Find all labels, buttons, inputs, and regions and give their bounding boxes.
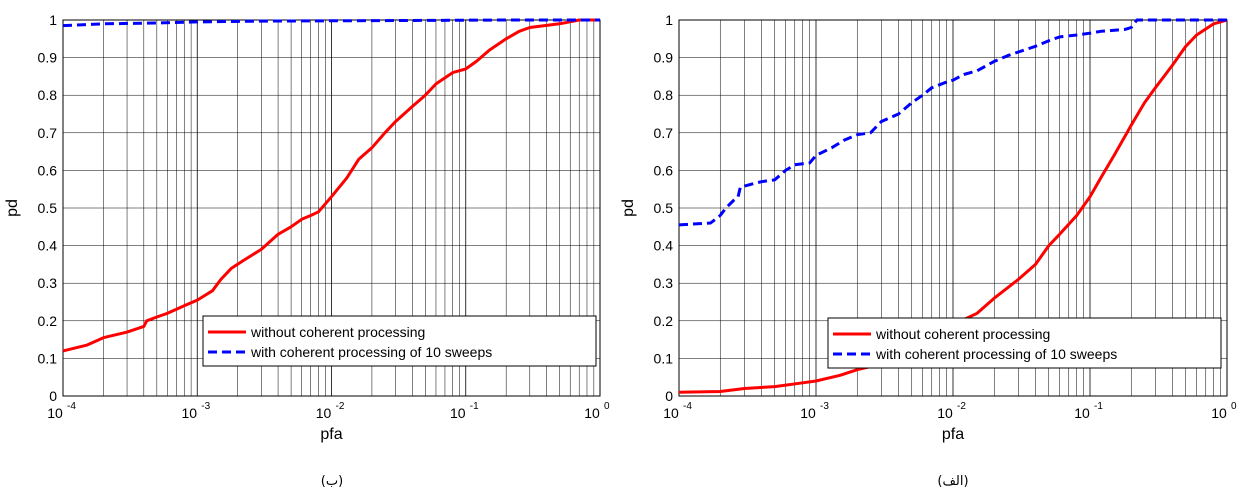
legend: without coherent processing with coherent… [202,315,597,367]
legend-box [827,317,1222,369]
y-tick-label: 1 [49,12,57,28]
legend-label-1: with coherent processing of 10 sweeps [875,346,1117,362]
y-tick-label: 0.7 [38,125,58,141]
y-tick-label: 0.7 [654,125,674,141]
x-tick-exponent: -4 [683,401,692,412]
series-line-1 [678,18,1227,227]
x-tick-label: 10 [663,405,679,421]
x-tick-exponent: -1 [1094,401,1103,412]
x-axis-label: pfa [942,426,964,443]
y-tick-label: 0 [49,388,57,404]
y-axis-label: pd [4,199,21,217]
y-tick-label: 0.5 [654,200,674,216]
y-tick-label: 0.5 [38,200,58,216]
y-tick-label: 0.2 [654,313,674,329]
legend-label-0: without coherent processing [875,326,1050,342]
y-tick-label: 0.1 [654,350,674,366]
legend-label-1: with coherent processing of 10 sweeps [250,344,492,360]
x-tick-label: 10 [937,405,953,421]
x-tick-exponent: 0 [1231,401,1237,412]
panel-caption: (الف) [937,474,968,489]
y-tick-label: 0.9 [38,50,58,66]
x-tick-label: 10 [47,405,63,421]
series-line-1 [62,18,600,28]
x-tick-exponent: -3 [201,401,210,412]
x-tick-exponent: -4 [67,401,76,412]
legend: without coherent processing with coherent… [827,317,1222,369]
y-tick-label: 0.2 [38,313,58,329]
x-axis-label: pfa [320,426,342,443]
x-tick-label: 10 [1074,405,1090,421]
x-tick-exponent: -2 [957,401,966,412]
x-tick-exponent: 0 [604,401,610,412]
x-tick-label: 10 [800,405,816,421]
y-tick-label: 0.6 [38,162,58,178]
legend-label-0: without coherent processing [250,324,425,340]
x-tick-exponent: -2 [336,401,345,412]
plot-frame [678,19,1228,397]
x-tick-exponent: -3 [820,401,829,412]
y-tick-label: 0.4 [38,238,58,254]
y-tick-label: 0.4 [654,238,674,254]
y-tick-label: 1 [665,12,673,28]
legend-box [202,315,597,367]
y-tick-label: 0.8 [654,87,674,103]
x-tick-label: 10 [181,405,197,421]
y-tick-label: 0.8 [38,87,58,103]
y-tick-label: 0.1 [38,350,58,366]
y-tick-label: 0 [665,388,673,404]
x-tick-label: 10 [584,405,600,421]
series-line-0 [62,18,600,353]
y-tick-label: 0.3 [38,275,58,291]
y-axis-label: pd [620,199,637,217]
y-tick-label: 0.3 [654,275,674,291]
series-line-0 [678,18,1228,394]
y-tick-label: 0.9 [654,50,674,66]
x-tick-exponent: -1 [470,401,479,412]
x-tick-label: 10 [1211,405,1227,421]
panel-caption: (ب) [321,474,343,489]
y-tick-label: 0.6 [654,162,674,178]
x-tick-label: 10 [316,405,332,421]
x-tick-label: 10 [450,405,466,421]
